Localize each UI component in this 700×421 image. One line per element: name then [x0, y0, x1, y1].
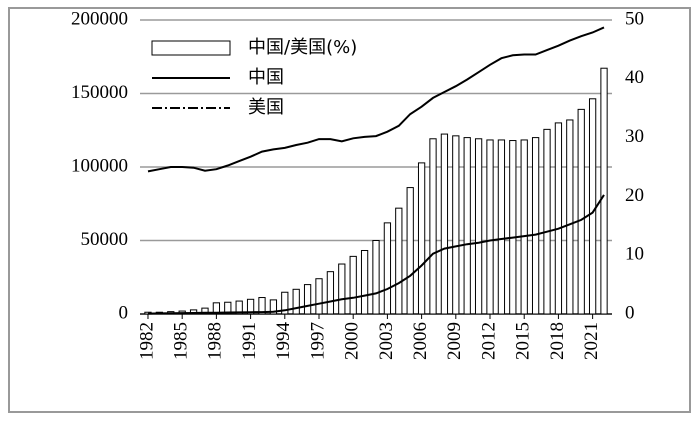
x-tick-label: 2015 — [513, 322, 534, 360]
y2-tick-label: 0 — [625, 302, 635, 323]
x-tick-label: 2006 — [410, 322, 431, 360]
y-tick-label: 100000 — [71, 155, 128, 176]
bar — [566, 119, 574, 315]
y2-tick-label: 20 — [625, 185, 644, 206]
bar — [269, 299, 278, 315]
bar — [474, 138, 483, 315]
bar — [588, 98, 597, 315]
y-tick-label: 0 — [119, 302, 129, 323]
bar — [338, 263, 346, 315]
bar — [543, 128, 551, 315]
x-tick-label: 1997 — [307, 322, 328, 360]
legend-label: 中国/美国(%) — [248, 37, 357, 58]
y-tick-label: 200000 — [71, 8, 128, 29]
bar — [497, 139, 506, 315]
y-tick-label: 150000 — [71, 82, 128, 103]
bar — [577, 108, 585, 315]
bar — [554, 122, 563, 315]
x-tick-label: 2003 — [376, 322, 397, 360]
bar — [235, 300, 243, 315]
bar — [520, 139, 528, 315]
x-tick-label: 1988 — [205, 322, 226, 360]
x-tick-label: 1994 — [273, 322, 294, 361]
bar — [212, 302, 221, 315]
bar — [292, 288, 300, 315]
bar — [531, 137, 540, 315]
bar — [486, 139, 494, 315]
bar — [246, 298, 255, 315]
bar — [406, 187, 414, 315]
bar — [315, 278, 323, 315]
legend-label: 中国 — [248, 67, 284, 88]
x-tick-label: 1991 — [239, 322, 260, 360]
bar — [452, 135, 460, 315]
line — [147, 26, 605, 173]
x-tick-label: 2018 — [547, 322, 568, 360]
y2-tick-label: 40 — [625, 67, 644, 88]
x-tick-label: 2009 — [444, 322, 465, 360]
bar — [201, 307, 209, 315]
bar — [303, 284, 312, 315]
bar — [509, 140, 517, 315]
frame — [8, 7, 691, 413]
bar — [395, 207, 403, 315]
legend-swatch — [151, 40, 231, 56]
x-tick-label: 2000 — [342, 322, 363, 360]
legend-label: 美国 — [248, 97, 284, 118]
bar — [349, 255, 357, 315]
y2-tick-label: 10 — [625, 244, 644, 265]
line — [147, 194, 605, 315]
bar — [417, 162, 426, 315]
bar — [372, 240, 380, 315]
bar — [600, 67, 608, 315]
x-tick-label: 1982 — [136, 322, 157, 360]
bar — [326, 271, 335, 315]
bar — [281, 291, 289, 315]
bar — [224, 301, 232, 315]
bar — [360, 249, 369, 315]
y2-tick-label: 30 — [625, 126, 644, 147]
bar — [429, 138, 437, 315]
bar — [463, 137, 471, 315]
x-tick-label: 2012 — [478, 322, 499, 360]
x-tick-label: 2021 — [581, 322, 602, 360]
bar — [383, 222, 392, 315]
bar — [258, 297, 266, 315]
x-tick-label: 1985 — [171, 322, 192, 360]
y2-tick-label: 50 — [625, 8, 644, 29]
bar — [440, 133, 449, 315]
y-tick-label: 50000 — [81, 229, 129, 250]
